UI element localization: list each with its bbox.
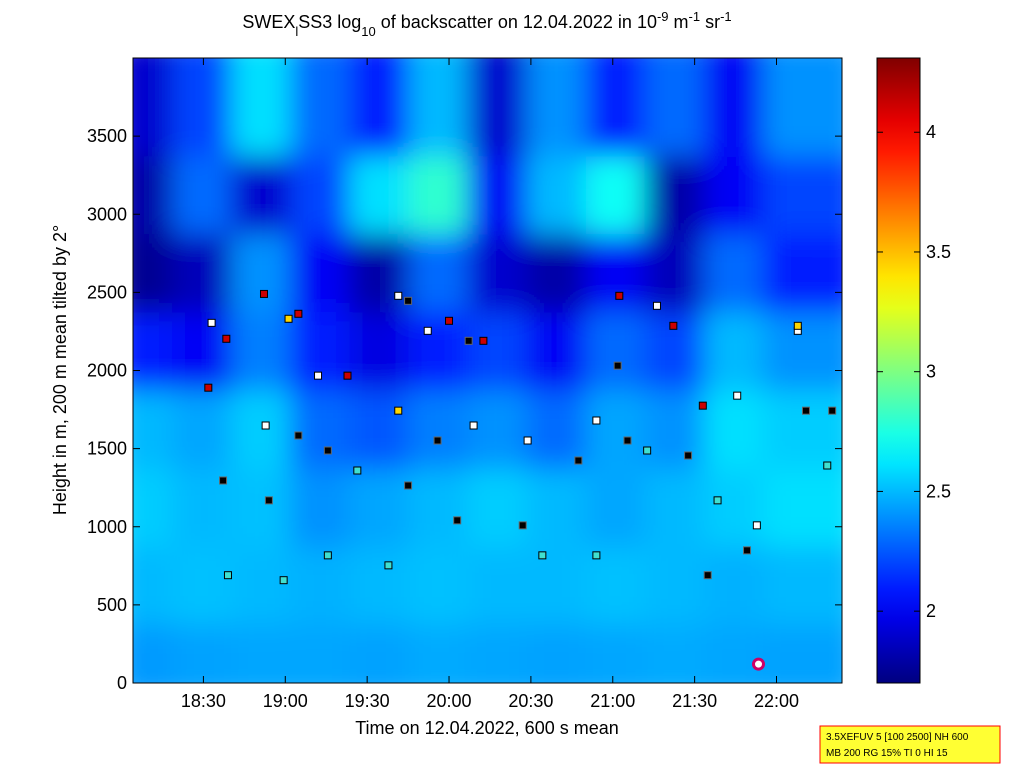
- y-axis-label: Height in m, 200 m mean tilted by 2°: [50, 225, 70, 515]
- colorbar-tick-label: 3.5: [926, 242, 951, 262]
- marker-circle: [751, 657, 765, 671]
- scatter-point: [669, 321, 678, 330]
- scatter-point: [733, 391, 742, 400]
- scatter-point: [314, 371, 323, 380]
- scatter-point: [823, 461, 832, 470]
- scatter-point: [453, 516, 462, 525]
- heatmap-cells: [133, 58, 842, 683]
- y-tick-label: 0: [117, 673, 127, 693]
- scatter-point: [323, 446, 332, 455]
- scatter-point: [479, 336, 488, 345]
- scatter-point: [445, 316, 454, 325]
- scatter-point: [743, 546, 752, 555]
- scatter-point: [592, 416, 601, 425]
- scatter-point: [404, 481, 413, 490]
- y-tick-label: 3000: [87, 204, 127, 224]
- scatter-point: [623, 436, 632, 445]
- annotation-box: [819, 725, 1001, 764]
- y-tick-label: 3500: [87, 126, 127, 146]
- scatter-point: [204, 383, 213, 392]
- y-tick-label: 1500: [87, 439, 127, 459]
- scatter-point: [259, 289, 268, 298]
- scatter-point: [469, 421, 478, 430]
- x-tick-label: 21:00: [590, 691, 635, 711]
- colorbar-frame: [876, 57, 921, 684]
- scatter-point: [828, 406, 837, 415]
- scatter-point: [713, 496, 722, 505]
- scatter-point: [684, 451, 693, 460]
- scatter-points: [204, 289, 837, 671]
- scatter-point: [294, 309, 303, 318]
- scatter-point: [703, 571, 712, 580]
- scatter-point: [613, 361, 622, 370]
- y-tick-label: 2500: [87, 282, 127, 302]
- scatter-point: [652, 301, 661, 310]
- title-part: -1: [689, 9, 701, 24]
- scatter-point: [793, 321, 802, 330]
- scatter-point: [592, 551, 601, 560]
- title-part: of backscatter on 12.04.2022 in 10: [376, 12, 657, 32]
- x-tick-label: 18:30: [181, 691, 226, 711]
- scatter-point: [323, 551, 332, 560]
- scatter-point: [433, 436, 442, 445]
- scatter-point: [574, 456, 583, 465]
- chart-title: SWEXlSS3 log10 of backscatter on 12.04.2…: [242, 9, 731, 39]
- x-tick-label: 20:30: [508, 691, 553, 711]
- scatter-point: [523, 436, 532, 445]
- scatter-point: [279, 576, 288, 585]
- scatter-point: [353, 466, 362, 475]
- scatter-point: [261, 421, 270, 430]
- colorbar-fill: [877, 58, 920, 683]
- scatter-point: [698, 401, 707, 410]
- scatter-point: [752, 521, 761, 530]
- scatter-point: [264, 496, 273, 505]
- x-tick-label: 22:00: [754, 691, 799, 711]
- scatter-point: [394, 406, 403, 415]
- scatter-point: [284, 314, 293, 323]
- scatter-point: [643, 446, 652, 455]
- colorbar: 2 2.5 3 3.5 4: [877, 58, 951, 683]
- scatter-point: [222, 334, 231, 343]
- scatter-point: [207, 318, 216, 327]
- title-part: m: [669, 12, 689, 32]
- x-tick-label: 19:30: [345, 691, 390, 711]
- x-tick-label: 20:00: [426, 691, 471, 711]
- heatmap: [133, 58, 842, 683]
- title-part: SWEX: [242, 12, 295, 32]
- colorbar-tick-label: 4: [926, 122, 936, 142]
- annotation-text: MB 200 RG 15% TI 0 HI 15: [826, 748, 948, 759]
- title-part: sr: [700, 12, 720, 32]
- x-tick-label: 21:30: [672, 691, 717, 711]
- scatter-point: [384, 561, 393, 570]
- scatter-point: [223, 571, 232, 580]
- scatter-point: [219, 476, 228, 485]
- colorbar-tick-label: 3: [926, 362, 936, 382]
- x-tick-label: 19:00: [263, 691, 308, 711]
- scatter-point: [343, 371, 352, 380]
- title-part: 10: [361, 24, 375, 39]
- x-axis-label: Time on 12.04.2022, 600 s mean: [355, 718, 619, 738]
- title-part: -9: [657, 9, 669, 24]
- scatter-point: [518, 521, 527, 530]
- scatter-point: [801, 406, 810, 415]
- scatter-point: [464, 336, 473, 345]
- scatter-point: [538, 551, 547, 560]
- scatter-point: [394, 291, 403, 300]
- scatter-point: [404, 296, 413, 305]
- colorbar-tick-label: 2.5: [926, 481, 951, 501]
- scatter-point: [423, 326, 432, 335]
- scatter-point: [294, 431, 303, 440]
- title-part: -1: [720, 9, 732, 24]
- annotation-text: 3.5XEFUV 5 [100 2500] NH 600: [826, 732, 969, 743]
- heatmap-cell: [762, 58, 842, 157]
- y-tick-label: 500: [97, 595, 127, 615]
- title-part: SS3 log: [298, 12, 361, 32]
- scatter-point: [615, 291, 624, 300]
- y-tick-label: 1000: [87, 517, 127, 537]
- y-tick-label: 2000: [87, 361, 127, 381]
- colorbar-tick-label: 2: [926, 601, 936, 621]
- title-part: l: [295, 24, 298, 39]
